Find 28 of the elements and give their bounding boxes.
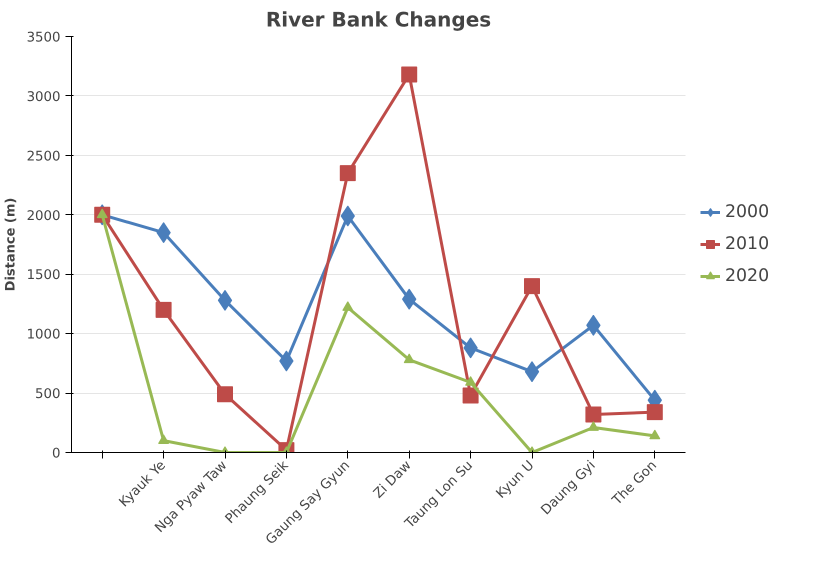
point (585, 406, 602, 422)
y-tick-label: 1000 (26, 328, 61, 343)
point (401, 66, 418, 83)
x-tick-label: The Gon (609, 458, 660, 510)
point (524, 278, 540, 294)
point (158, 434, 170, 444)
point (404, 354, 415, 364)
y-tick-label: 3000 (26, 90, 61, 105)
legend-label: 2010 (725, 234, 770, 254)
point (649, 430, 660, 440)
y-tick-label: 2500 (26, 149, 61, 164)
legend-label: 2000 (725, 202, 770, 222)
y-tick-label: 3500 (26, 30, 61, 46)
y-tick-label: 2000 (26, 208, 61, 224)
y-tick-label: 500 (35, 387, 61, 402)
y-axis-title: Distance (m) (4, 198, 19, 292)
point (588, 421, 599, 431)
point (646, 404, 663, 420)
point (340, 165, 356, 182)
point (217, 386, 233, 402)
point (342, 301, 354, 311)
y-tick-label: 1500 (26, 268, 61, 284)
y-tick-label: 0 (52, 446, 61, 462)
chart-title: River Bank Changes (266, 8, 492, 32)
legend-label: 2020 (725, 266, 770, 286)
point (156, 302, 172, 318)
point (465, 376, 476, 386)
point (462, 387, 479, 404)
